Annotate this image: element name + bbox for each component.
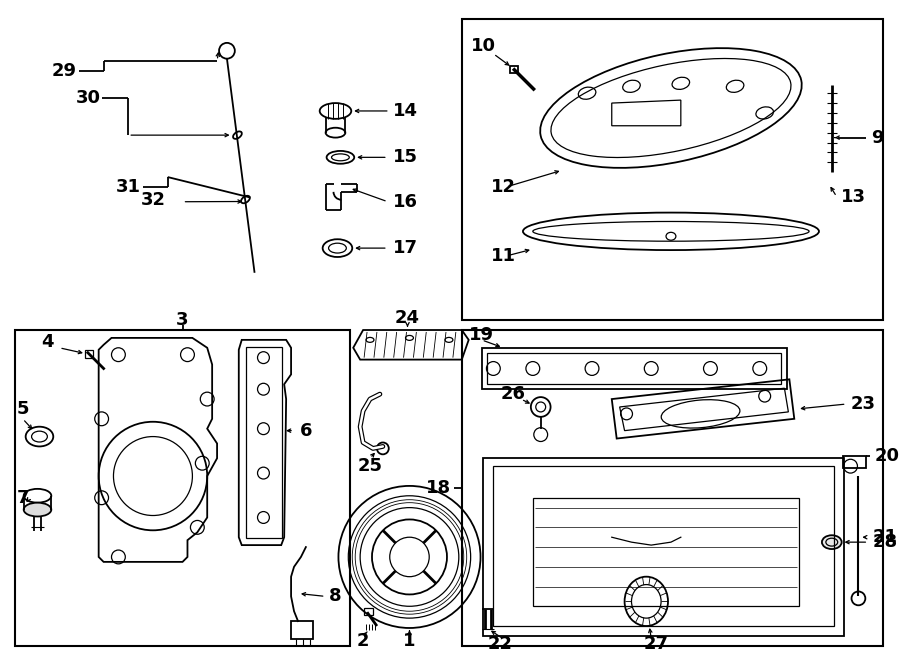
Text: 10: 10 <box>471 37 496 55</box>
Text: 26: 26 <box>500 385 526 403</box>
Text: 3: 3 <box>176 311 189 329</box>
Text: 2: 2 <box>357 632 369 650</box>
Text: 12: 12 <box>491 178 517 196</box>
Text: 4: 4 <box>41 333 54 351</box>
Text: 19: 19 <box>469 326 494 344</box>
Ellipse shape <box>822 535 842 549</box>
Bar <box>482 348 788 389</box>
Text: 15: 15 <box>392 148 418 167</box>
Text: 22: 22 <box>488 635 513 653</box>
Bar <box>493 466 833 626</box>
Text: 23: 23 <box>850 395 876 413</box>
Text: 27: 27 <box>644 635 669 653</box>
Text: 11: 11 <box>491 247 517 265</box>
Text: 13: 13 <box>841 188 866 206</box>
Bar <box>462 330 883 646</box>
Bar <box>488 353 781 384</box>
Text: 17: 17 <box>392 239 418 257</box>
Text: 32: 32 <box>140 191 166 209</box>
Text: 18: 18 <box>426 479 451 497</box>
Text: 9: 9 <box>871 129 884 147</box>
Text: 31: 31 <box>116 178 140 196</box>
Text: 7: 7 <box>16 488 29 507</box>
Bar <box>85 350 93 358</box>
Text: 30: 30 <box>76 89 102 107</box>
Text: 28: 28 <box>872 533 897 551</box>
Bar <box>364 608 373 615</box>
Text: 24: 24 <box>395 309 420 327</box>
Text: 16: 16 <box>392 193 418 211</box>
Bar <box>14 330 350 646</box>
Text: 6: 6 <box>300 422 312 440</box>
Text: 5: 5 <box>16 400 29 418</box>
Bar <box>842 456 867 468</box>
Text: 21: 21 <box>872 528 897 546</box>
Bar <box>291 621 313 639</box>
Text: 8: 8 <box>329 588 342 605</box>
Bar <box>510 65 518 73</box>
Ellipse shape <box>23 502 51 516</box>
Text: 14: 14 <box>392 102 418 120</box>
Text: 29: 29 <box>51 63 76 81</box>
Text: 25: 25 <box>357 457 382 475</box>
Text: 20: 20 <box>874 447 899 465</box>
Bar <box>462 19 883 320</box>
Bar <box>483 458 843 636</box>
Bar <box>533 498 799 606</box>
Text: 1: 1 <box>403 632 416 650</box>
